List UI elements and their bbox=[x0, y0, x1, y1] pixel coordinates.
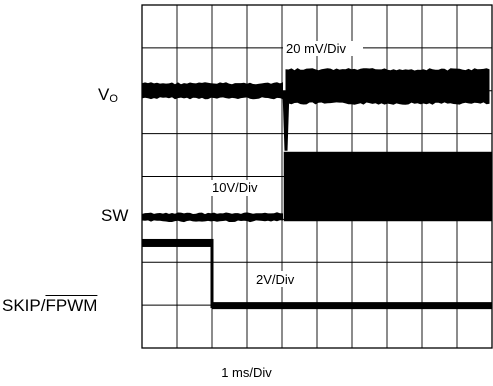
vo-label-main: V bbox=[98, 85, 110, 104]
vo-trace-after bbox=[285, 68, 490, 105]
sw-channel-label: SW bbox=[101, 207, 128, 224]
vo-scale-label-bg bbox=[283, 41, 363, 56]
skip-label: SKIP/ bbox=[2, 296, 46, 315]
skip-trace-low bbox=[212, 302, 492, 310]
skip-scale-label: 2V/Div bbox=[256, 272, 295, 287]
timebase-label: 1 ms/Div bbox=[221, 365, 272, 380]
sw-label: SW bbox=[101, 206, 129, 225]
fpwm-label: FPWM bbox=[45, 296, 98, 315]
vo-label-sub: O bbox=[109, 93, 118, 105]
sw-scale-label: 10V/Div bbox=[212, 180, 258, 195]
vo-channel-label: VO bbox=[98, 86, 118, 108]
skip-fpwm-channel-label: SKIP/FPWM bbox=[2, 297, 97, 314]
skip-scale-label-bg bbox=[252, 271, 310, 287]
sw-trace-low bbox=[142, 212, 283, 223]
traces bbox=[142, 68, 492, 310]
vo-scale-label: 20 mV/Div bbox=[286, 41, 346, 56]
vo-trace-before bbox=[142, 82, 283, 100]
vo-spike bbox=[282, 90, 290, 151]
sw-switching-band bbox=[283, 151, 492, 222]
sw-scale-label-bg bbox=[210, 180, 280, 196]
scale-labels: 20 mV/Div 10V/Div 2V/Div bbox=[210, 41, 363, 287]
skip-trace-high bbox=[142, 238, 212, 247]
skip-trace-edge bbox=[210, 238, 214, 309]
